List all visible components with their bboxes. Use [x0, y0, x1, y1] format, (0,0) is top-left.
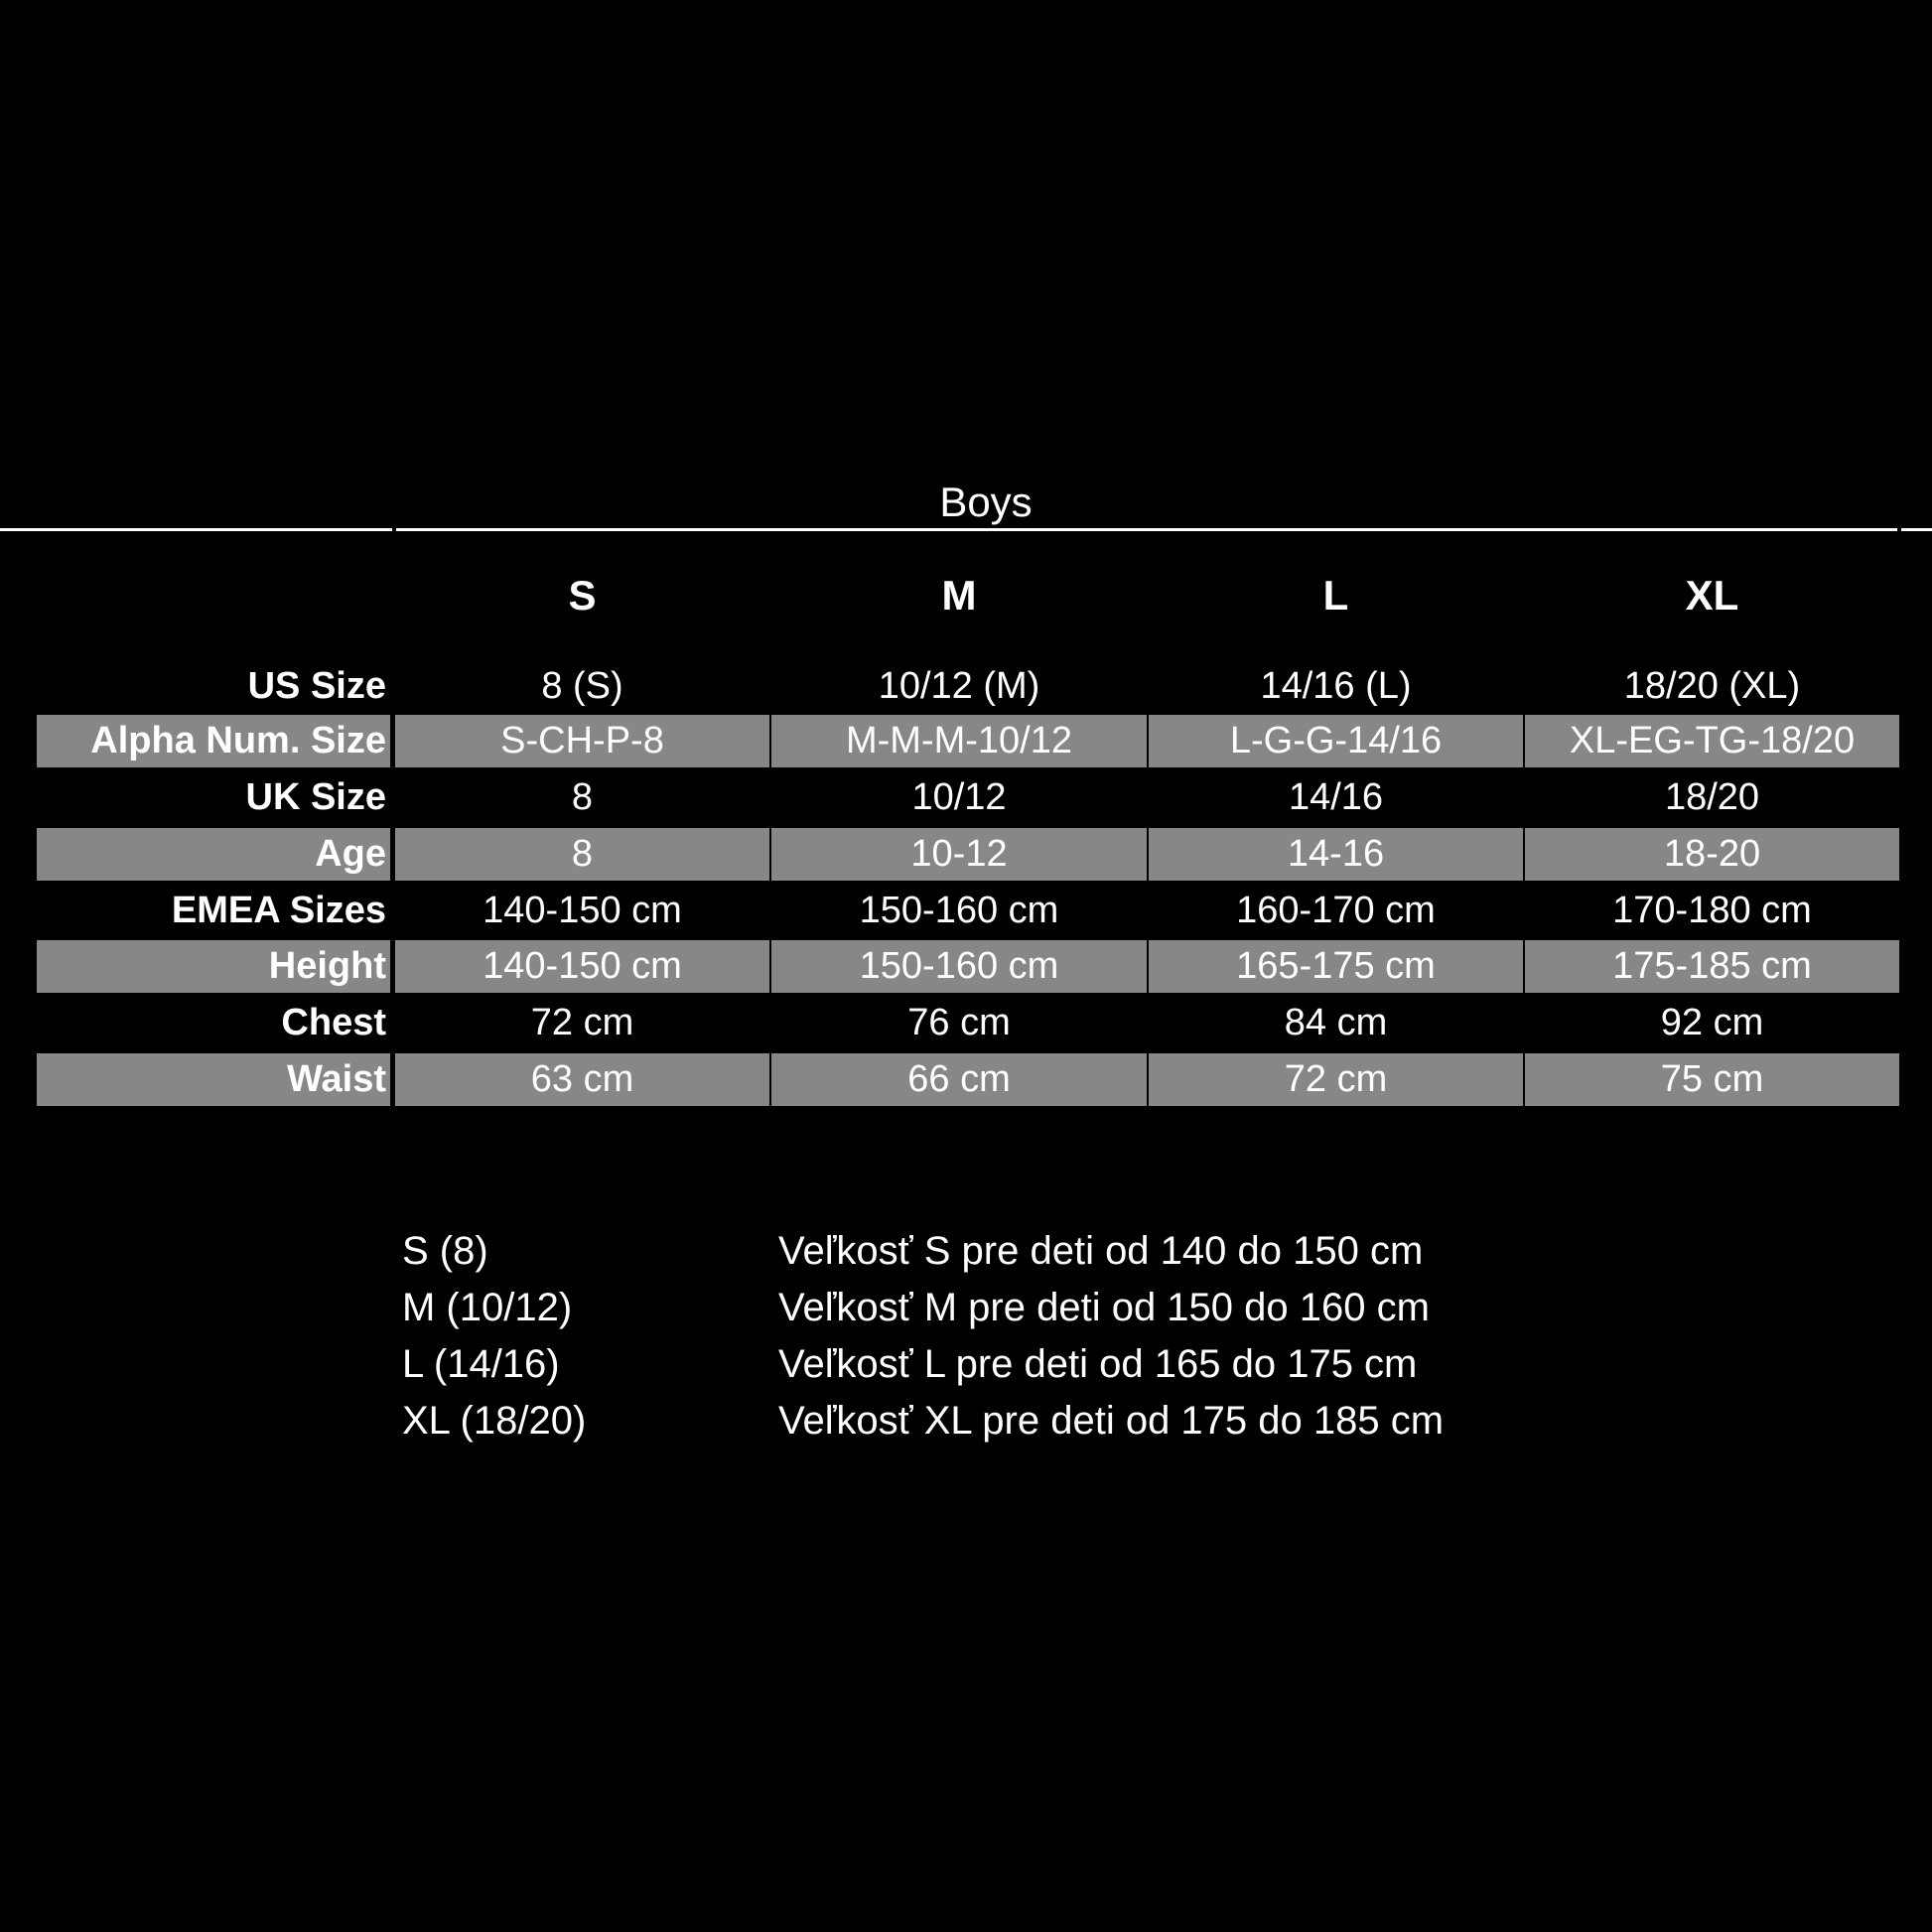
divider [396, 528, 1897, 531]
table-cell: 150-160 cm [771, 940, 1147, 993]
divider [0, 528, 392, 531]
table-cell: 140-150 cm [483, 890, 682, 931]
table-cell: 66 cm [771, 1053, 1147, 1106]
note-text: Veľkosť XL pre deti od 175 do 185 cm [778, 1399, 1445, 1443]
table-cell: 75 cm [1525, 1053, 1899, 1106]
table-cell: XL-EG-TG-18/20 [1525, 715, 1899, 767]
table-cell: 14/16 (L) [1260, 665, 1412, 707]
table-cell: 150-160 cm [859, 890, 1059, 931]
table-cell: 160-170 cm [1236, 890, 1436, 931]
column-header-m: M [941, 572, 977, 619]
table-cell: 10/12 (M) [878, 665, 1040, 707]
table-row: UK Size 8 10/12 14/16 18/20 [37, 771, 1899, 824]
row-label: Alpha Num. Size [37, 715, 390, 767]
table-cell: 140-150 cm [395, 940, 769, 993]
table-cell: 14/16 [1288, 776, 1384, 818]
table-cell: 8 (S) [541, 665, 623, 707]
table-cell: 92 cm [1660, 1002, 1764, 1043]
note-text: Veľkosť S pre deti od 140 do 150 cm [778, 1229, 1424, 1273]
column-header-s: S [568, 572, 597, 619]
note-text: Veľkosť M pre deti od 150 do 160 cm [778, 1286, 1430, 1329]
note-text: Veľkosť L pre deti od 165 do 175 cm [778, 1342, 1418, 1386]
note-size: S (8) [402, 1229, 488, 1273]
table-cell: 18/20 [1664, 776, 1760, 818]
table-row: Age 8 10-12 14-16 18-20 [37, 828, 1899, 881]
table-cell: S-CH-P-8 [395, 715, 769, 767]
table-cell: 72 cm [530, 1002, 634, 1043]
divider [1901, 528, 1932, 531]
table-cell: 8 [395, 828, 769, 881]
table-row: Chest 72 cm 76 cm 84 cm 92 cm [37, 997, 1899, 1049]
row-label: UK Size [245, 776, 386, 818]
table-row: Height 140-150 cm 150-160 cm 165-175 cm 175-… [37, 940, 1899, 993]
table-row: Waist 63 cm 66 cm 72 cm 75 cm [37, 1053, 1899, 1106]
note-size: XL (18/20) [402, 1399, 587, 1443]
table-cell: 18/20 (XL) [1623, 665, 1801, 707]
row-label: Age [37, 828, 390, 881]
note-size: L (14/16) [402, 1342, 560, 1386]
table-cell: L-G-G-14/16 [1149, 715, 1523, 767]
chart-title: Boys [939, 479, 1033, 525]
table-cell: 170-180 cm [1612, 890, 1812, 931]
table-cell: 10-12 [771, 828, 1147, 881]
table-cell: M-M-M-10/12 [771, 715, 1147, 767]
table-cell: 10/12 [911, 776, 1007, 818]
table-cell: 72 cm [1149, 1053, 1523, 1106]
table-cell: 14-16 [1149, 828, 1523, 881]
column-header-xl: XL [1685, 572, 1739, 619]
table-cell: 84 cm [1284, 1002, 1388, 1043]
row-label: Height [37, 940, 390, 993]
row-label: US Size [247, 665, 386, 707]
note-size: M (10/12) [402, 1286, 573, 1329]
row-label: EMEA Sizes [171, 890, 386, 931]
table-cell: 76 cm [907, 1002, 1011, 1043]
table-cell: 165-175 cm [1149, 940, 1523, 993]
table-cell: 175-185 cm [1525, 940, 1899, 993]
table-row: Alpha Num. Size S-CH-P-8 M-M-M-10/12 L-G-G-… [37, 715, 1899, 767]
table-cell: 18-20 [1525, 828, 1899, 881]
table-cell: 63 cm [395, 1053, 769, 1106]
column-header-l: L [1322, 572, 1349, 619]
table-cell: 8 [571, 776, 594, 818]
table-row: US Size 8 (S) 10/12 (M) 14/16 (L) 18/20 (XL) [37, 660, 1899, 713]
table-row: EMEA Sizes 140-150 cm 150-160 cm 160-170 cm… [37, 885, 1899, 937]
row-label: Chest [281, 1002, 386, 1043]
row-label: Waist [37, 1053, 390, 1106]
